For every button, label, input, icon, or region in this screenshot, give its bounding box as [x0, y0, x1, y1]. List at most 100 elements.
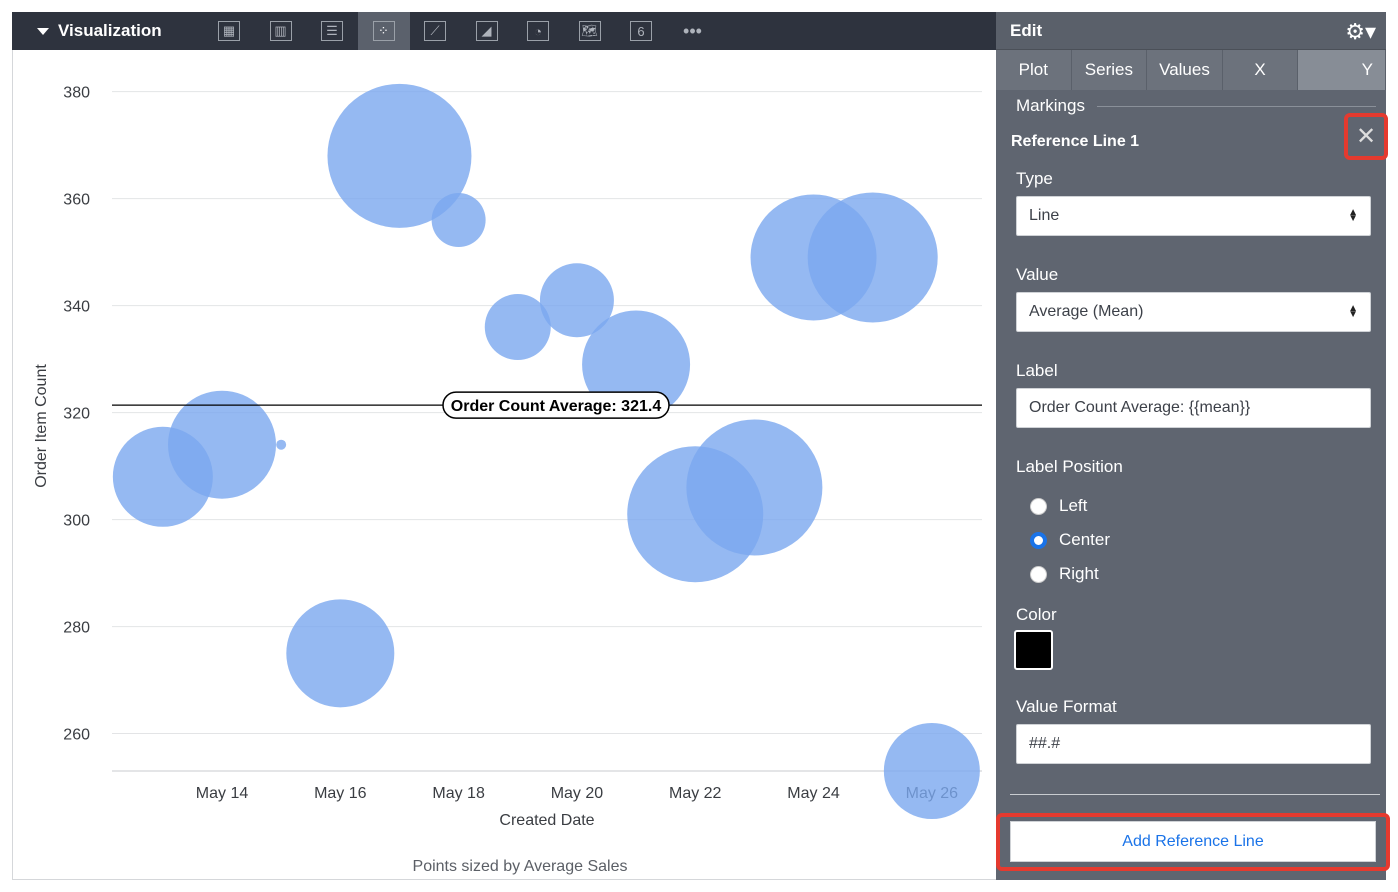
- radio-label: Center: [1059, 530, 1111, 549]
- tab-y[interactable]: Y: [1298, 50, 1386, 90]
- reference-line-label: Order Count Average: 321.4: [451, 398, 662, 415]
- y-tick-label: 300: [63, 513, 90, 530]
- reference-label-box: [442, 391, 670, 419]
- divider: [1010, 794, 1380, 795]
- table-button[interactable]: ▦: [203, 12, 255, 50]
- column-chart-button[interactable]: ▥: [255, 12, 307, 50]
- edit-tabs: Plot Series Values X Y: [996, 50, 1386, 90]
- select-arrows-icon: ▲ ▼: [1348, 207, 1358, 224]
- value-select[interactable]: Average (Mean) ▲ ▼: [1016, 292, 1371, 332]
- map-icon: 🗺: [578, 21, 601, 41]
- size-footnote: Points sized by Average Sales: [413, 858, 628, 875]
- line-chart-icon: ⟋: [424, 21, 446, 41]
- value-value: Average (Mean): [1029, 303, 1144, 320]
- area-chart-icon: ◢: [475, 21, 498, 41]
- edit-title: Edit: [1010, 20, 1043, 40]
- markings-section: Markings: [1016, 96, 1376, 116]
- bubble: [286, 599, 395, 708]
- y-tick-label: 320: [63, 406, 90, 423]
- type-value: Line: [1029, 207, 1060, 224]
- table-icon: ▦: [218, 21, 240, 41]
- bubble: [431, 193, 486, 248]
- x-tick-label: May 20: [551, 785, 604, 802]
- pie-chart-icon: ◔: [527, 21, 549, 41]
- label-label: Label: [1016, 361, 1058, 380]
- gear-icon[interactable]: ⚙▾: [1345, 19, 1376, 44]
- x-tick-label: May 16: [314, 785, 367, 802]
- color-label: Color: [1016, 605, 1057, 624]
- label-value: Order Count Average: {{mean}}: [1029, 399, 1251, 416]
- x-tick-label: May 22: [669, 785, 722, 802]
- type-label: Type: [1016, 169, 1053, 188]
- map-button[interactable]: 🗺: [564, 12, 616, 50]
- value-format-input[interactable]: ##.#: [1016, 724, 1371, 764]
- y-tick-label: 340: [63, 299, 90, 316]
- select-arrows-icon: ▲ ▼: [1348, 303, 1358, 320]
- bubble: [807, 192, 938, 323]
- radio-center[interactable]: Center: [1030, 530, 1110, 550]
- radio-circle[interactable]: [1030, 565, 1047, 583]
- y-tick-label: 380: [63, 85, 90, 102]
- x-axis-title: Created Date: [499, 812, 594, 829]
- add-reference-line-button[interactable]: Add Reference Line: [1010, 821, 1376, 862]
- bubble: [168, 390, 277, 499]
- color-swatch[interactable]: [1014, 630, 1053, 670]
- markings-label: Markings: [1016, 96, 1085, 115]
- visualization-title[interactable]: Visualization: [36, 21, 162, 41]
- divider: [1096, 105, 1376, 107]
- bubble: [327, 83, 472, 228]
- area-chart-button[interactable]: ◢: [461, 12, 513, 50]
- label-input[interactable]: Order Count Average: {{mean}}: [1016, 388, 1371, 428]
- bubbles: [112, 83, 980, 819]
- scatter-chart-icon: ⁘: [372, 21, 395, 41]
- visualization-bar: Visualization ▦ ▥ ☰ ⁘ ⟋ ◢ ◔ 🗺 6 •••: [12, 12, 996, 50]
- value-format-value: ##.#: [1029, 735, 1061, 752]
- bubble: [484, 294, 551, 361]
- reference-line-title: Reference Line 1: [1011, 133, 1140, 150]
- remove-reference-line-button[interactable]: ✕: [1344, 113, 1388, 160]
- single-value-button[interactable]: 6: [615, 12, 667, 50]
- bubble: [686, 419, 823, 556]
- type-select[interactable]: Line ▲ ▼: [1016, 196, 1371, 236]
- x-tick-label: May 24: [787, 785, 840, 802]
- scatter-chart: 260 280 300 320 340 360 380 May 14 May 16 May 18 M…: [33, 83, 982, 875]
- edit-panel: Edit ⚙▾ Plot Series Values X Y Markings Refe…: [996, 12, 1390, 880]
- more-button[interactable]: •••: [667, 12, 719, 50]
- tab-x[interactable]: X: [1223, 50, 1299, 90]
- tab-series[interactable]: Series: [1072, 50, 1148, 90]
- edit-header: Edit: [996, 12, 1386, 50]
- radio-label: Left: [1059, 496, 1088, 515]
- highlight-box: [996, 813, 1390, 871]
- close-icon: ✕: [1355, 123, 1377, 150]
- radio-right[interactable]: Right: [1030, 564, 1099, 584]
- more-icon: •••: [683, 20, 702, 41]
- radio-left[interactable]: Left: [1030, 496, 1087, 516]
- x-tick-label: May 18: [432, 785, 485, 802]
- y-tick-label: 280: [63, 620, 90, 637]
- value-format-label: Value Format: [1016, 697, 1117, 716]
- scatter-chart-button[interactable]: ⁘: [357, 12, 410, 50]
- single-value-icon: 6: [630, 21, 652, 41]
- bubble: [539, 263, 614, 338]
- line-chart-button[interactable]: ⟋: [409, 12, 461, 50]
- tab-values[interactable]: Values: [1147, 50, 1223, 90]
- column-chart-icon: ▥: [269, 21, 292, 41]
- radio-label: Right: [1059, 564, 1099, 583]
- radio-circle[interactable]: [1030, 531, 1047, 549]
- collapse-caret-icon[interactable]: [37, 28, 49, 35]
- bar-chart-icon: ☰: [321, 21, 343, 41]
- bubble: [276, 439, 287, 450]
- y-tick-label: 260: [63, 727, 90, 744]
- bar-chart-button[interactable]: ☰: [306, 12, 358, 50]
- value-label: Value: [1016, 265, 1059, 284]
- y-axis-title: Order Item Count: [33, 364, 50, 488]
- pie-chart-button[interactable]: ◔: [512, 12, 564, 50]
- visualization-title-text: Visualization: [58, 21, 162, 40]
- radio-circle[interactable]: [1030, 497, 1047, 515]
- y-tick-label: 360: [63, 192, 90, 209]
- x-tick-label: May 14: [196, 785, 249, 802]
- bubble: [883, 723, 980, 819]
- add-reference-line-label: Add Reference Line: [1122, 832, 1264, 850]
- tab-plot[interactable]: Plot: [996, 50, 1072, 90]
- label-position-label: Label Position: [1016, 457, 1123, 476]
